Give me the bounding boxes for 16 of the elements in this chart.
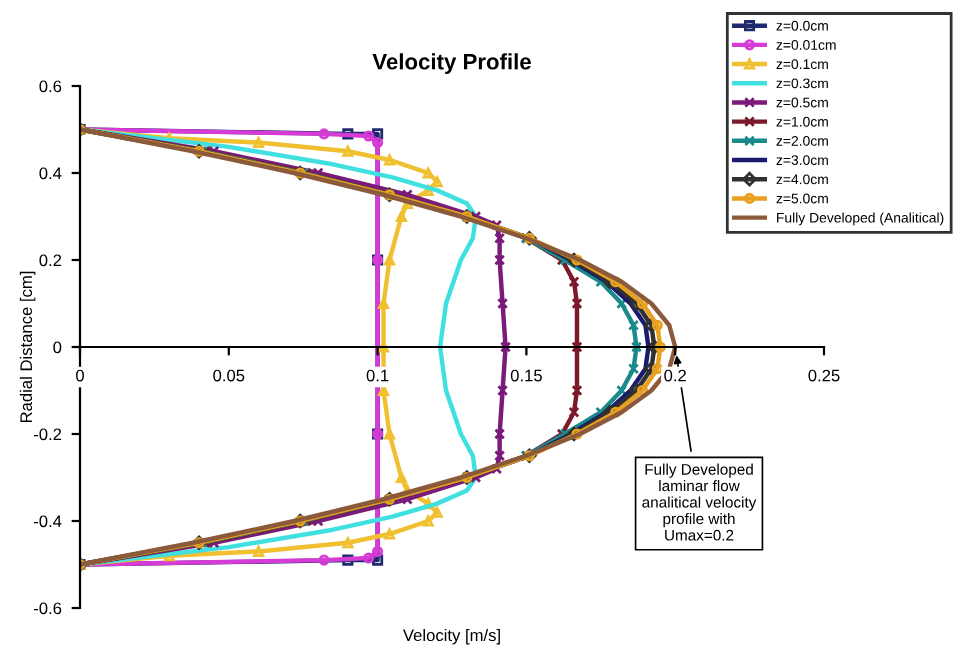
y-tick-label: -0.2 (33, 428, 62, 441)
x-tick-label: 0.25 (808, 369, 840, 382)
x-tick-label: 0.2 (664, 369, 686, 382)
x-tick-label: 0.1 (366, 369, 389, 382)
y-axis-title: Radial Distance [cm] (19, 271, 36, 423)
y-tick-label: 0 (53, 341, 62, 354)
y-tick-label: -0.6 (33, 602, 62, 615)
x-tick-label: 0 (76, 369, 84, 382)
x-axis-title: Velocity [m/s] (402, 628, 500, 645)
y-tick-label: 0.2 (39, 254, 62, 267)
x-tick-label: 0.15 (510, 369, 542, 382)
chart-title: Velocity Profile (372, 53, 531, 74)
y-tick-label: -0.4 (33, 515, 62, 528)
y-tick-label: 0.4 (39, 167, 62, 180)
y-tick-label: 0.6 (39, 80, 62, 93)
x-tick-label: 0.05 (213, 369, 245, 382)
